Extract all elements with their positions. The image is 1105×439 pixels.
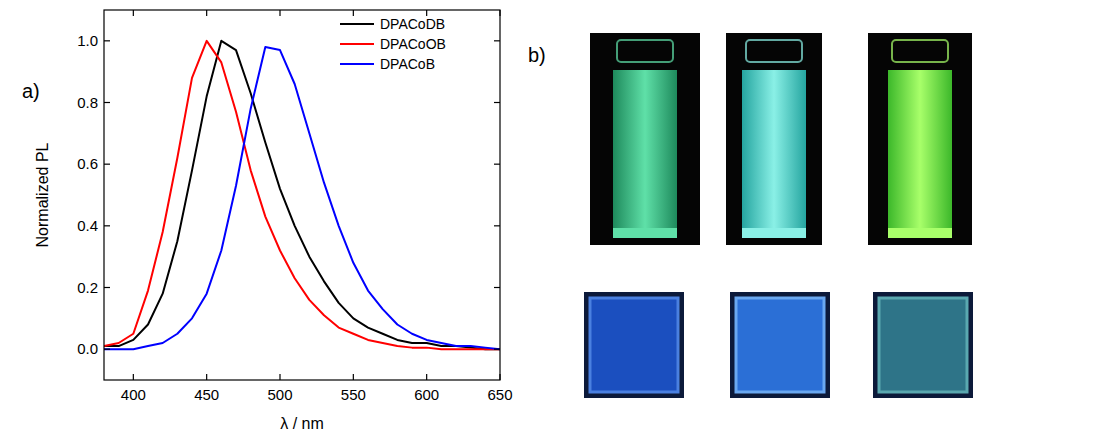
x-tick [353, 374, 354, 380]
x-tick-label: 500 [267, 386, 292, 403]
y-tick-label: 1.0 [77, 32, 98, 49]
plot-lines [104, 41, 500, 349]
y-tick [104, 40, 110, 41]
y-tick [104, 225, 110, 226]
film-photo-bg [730, 292, 830, 398]
panel-label: b) [528, 44, 546, 66]
legend: DPACoDB DPACoOB DPACoB [340, 16, 446, 72]
film-photo-bg [584, 292, 684, 398]
y-tick [104, 102, 110, 103]
y-tick-label: 0.8 [77, 94, 98, 111]
x-tick [279, 374, 280, 380]
y-tick-right [494, 40, 500, 41]
vial-base [888, 228, 952, 238]
x-tick [426, 374, 427, 380]
panel-label: a) [22, 80, 40, 102]
plot-frame [104, 10, 500, 380]
vial-neck [892, 40, 948, 62]
y-tick-label: 0.0 [77, 340, 98, 357]
x-axis-title: λ / nm [280, 415, 324, 432]
x-tick [133, 374, 134, 380]
x-tick-top [206, 10, 207, 16]
x-tick-top [353, 10, 354, 16]
x-tick [499, 374, 500, 380]
legend-label: DPACoDB [380, 16, 445, 32]
x-tick-label: 650 [487, 386, 512, 403]
y-tick-label: 0.6 [77, 155, 98, 172]
vial-body [613, 70, 677, 238]
y-tick [104, 164, 110, 165]
legend-swatch [340, 43, 374, 45]
y-axis-title: Normalized PL [34, 142, 51, 247]
y-tick-label: 0.4 [77, 217, 98, 234]
vial-neck [617, 40, 673, 62]
vial-base [742, 228, 806, 238]
pl-curve [104, 41, 500, 349]
x-tick-top [499, 10, 500, 16]
figure: a) 400 450 500 550 600 650 0.0 0.2 0.4 0.6 0.8 1.0 λ … [0, 0, 1105, 439]
legend-label: DPACoOB [380, 36, 446, 52]
y-tick-label: 0.2 [77, 279, 98, 296]
legend-swatch [340, 63, 374, 65]
film [590, 298, 678, 392]
vial-photo-bg [590, 33, 700, 245]
legend-label: DPACoB [380, 56, 435, 72]
y-tick-right [494, 287, 500, 288]
x-tick [206, 374, 207, 380]
vial-photo-bg [726, 33, 822, 245]
film-photo-bg [873, 292, 973, 398]
vial-base [613, 228, 677, 238]
x-tick-label: 400 [121, 386, 146, 403]
y-tick-right [494, 225, 500, 226]
y-tick [104, 287, 110, 288]
pl-curve [104, 41, 500, 349]
y-tick-right [494, 102, 500, 103]
x-tick-label: 600 [414, 386, 439, 403]
y-tick [104, 349, 110, 350]
x-tick-top [133, 10, 134, 16]
vial-body [888, 70, 952, 238]
legend-swatch [340, 23, 374, 25]
x-tick-top [279, 10, 280, 16]
vial-neck [746, 40, 802, 62]
x-tick-label: 550 [341, 386, 366, 403]
y-tick-right [494, 164, 500, 165]
film [736, 298, 824, 392]
y-tick-right [494, 349, 500, 350]
x-tick-label: 450 [194, 386, 219, 403]
pl-curve [104, 47, 500, 349]
vial-photo-bg [868, 33, 972, 245]
film [879, 298, 967, 392]
vial-body [742, 70, 806, 238]
